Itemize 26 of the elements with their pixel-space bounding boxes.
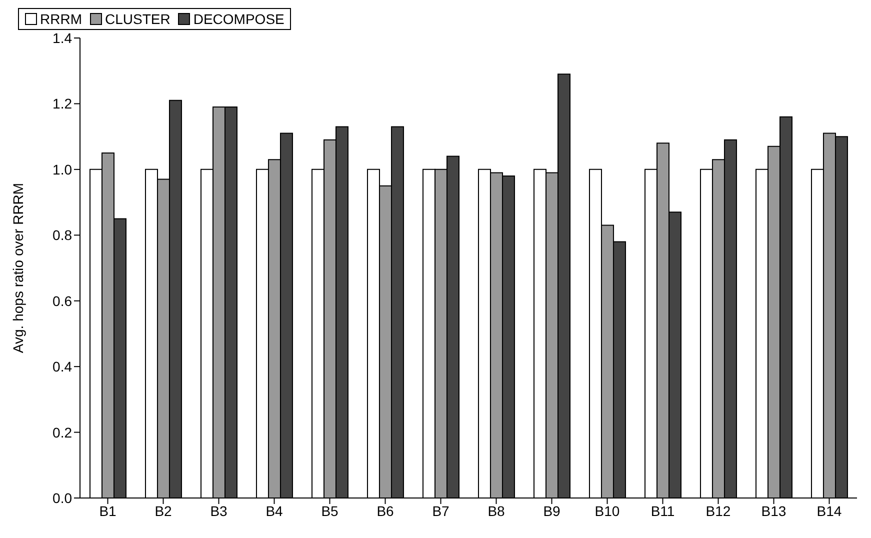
x-tick-label: B4 bbox=[266, 502, 284, 519]
x-tick-label: B3 bbox=[210, 502, 228, 519]
x-tick-label: B9 bbox=[543, 502, 561, 519]
x-tick-label: B5 bbox=[321, 502, 339, 519]
legend-label: CLUSTER bbox=[104, 11, 170, 27]
y-axis-title: Avg. hops ratio over RRRM bbox=[10, 182, 26, 354]
x-tick-label: B11 bbox=[650, 502, 675, 519]
x-tick-label: B7 bbox=[432, 502, 450, 519]
x-tick-label: B14 bbox=[816, 502, 842, 519]
x-tick-label: B1 bbox=[99, 502, 117, 519]
x-tick-label: B6 bbox=[376, 502, 394, 519]
x-tick-label: B8 bbox=[488, 502, 506, 519]
x-tick-label: B10 bbox=[594, 502, 620, 519]
y-tick-label: 0.0 bbox=[52, 490, 72, 506]
legend-label: RRRM bbox=[39, 11, 82, 27]
legend-label: DECOMPOSE bbox=[192, 11, 284, 27]
y-tick-label: 0.4 bbox=[52, 358, 72, 375]
y-tick-label: 1.0 bbox=[52, 161, 72, 178]
y-tick-label: 1.4 bbox=[52, 30, 72, 46]
x-tick-label: B13 bbox=[761, 502, 786, 519]
y-tick-label: 0.2 bbox=[52, 424, 72, 440]
y-tick-label: 0.8 bbox=[52, 227, 72, 244]
y-tick-label: 0.6 bbox=[52, 292, 72, 309]
x-tick-label: B2 bbox=[154, 502, 172, 519]
x-tick-label: B12 bbox=[706, 502, 731, 519]
y-tick-label: 1.2 bbox=[52, 96, 72, 112]
